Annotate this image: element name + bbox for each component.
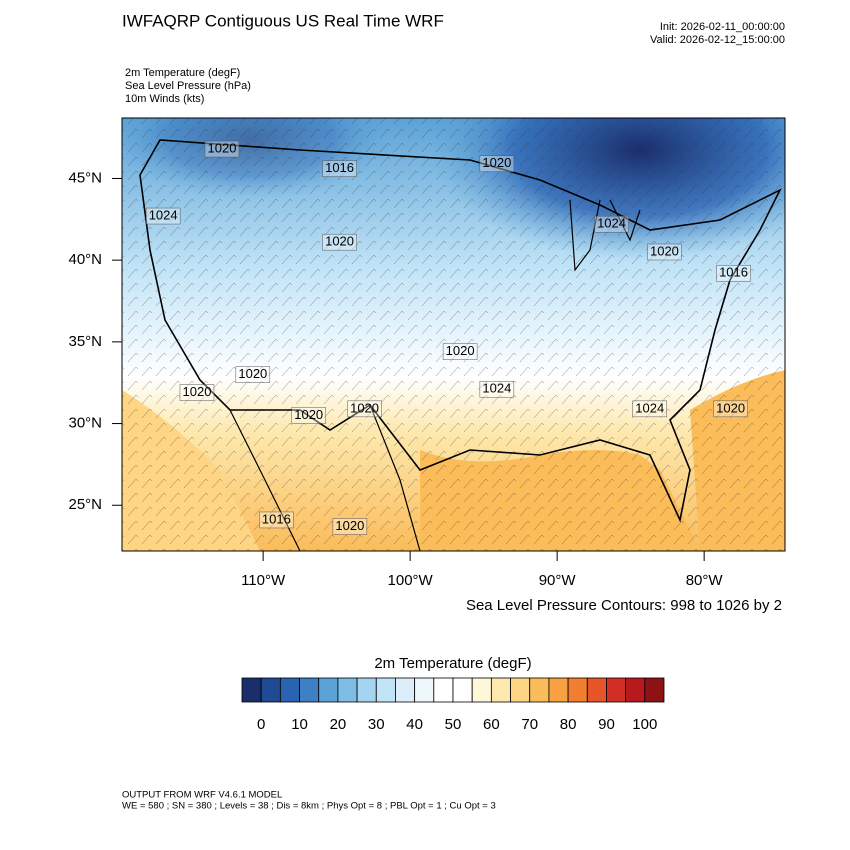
contour-label: 1020 [482,155,511,170]
contour-label-box [179,384,215,401]
x-tick-label: 100°W [388,572,434,589]
contour-note: Sea Level Pressure Contours: 998 to 1026… [466,597,782,614]
contour-label-box [442,343,478,360]
init-time: Init: 2026-02-11_00:00:00 [660,21,785,33]
field-label: 10m Winds (kts) [125,93,204,105]
contour-label: 1020 [335,518,364,533]
colorbar-title: 2m Temperature (degF) [374,655,531,672]
contour-label-box [291,407,326,424]
us-outline [139,139,782,523]
colorbar-box [299,677,320,703]
colorbar-box [241,677,262,703]
contour-label: 1024 [482,381,511,396]
contour-label: 1016 [719,265,748,280]
colorbar-tick-label: 80 [560,716,577,733]
contour-label-box [479,380,515,398]
contour-label-box [204,140,240,158]
contour-label: 1020 [446,343,475,358]
colorbar-box [433,677,454,703]
y-tick-label: 25°N [68,496,102,513]
field-label: Sea Level Pressure (hPa) [125,80,251,92]
colorbar-tick-label: 100 [632,716,657,733]
contour-label: 1020 [350,400,379,415]
colorbar-tick-label: 10 [291,716,308,733]
x-tick-label: 80°W [686,572,724,589]
colorbar-box [337,677,358,703]
colorbar-tick-label: 60 [483,716,500,733]
great-lakes [569,199,641,272]
contour-label: 1024 [635,400,664,415]
colorbar-box [586,677,607,703]
colorbar-tick-label: 70 [521,716,538,733]
map-field [122,118,785,551]
colorbar-tick-label: 20 [330,716,347,733]
contour-label: 1020 [183,384,212,399]
y-tick-label: 40°N [68,251,102,268]
footer-line: OUTPUT FROM WRF V4.6.1 MODEL [122,790,282,801]
wind-barbs [122,118,785,551]
contour-label: 1020 [325,234,354,249]
contour-label-box [347,400,382,418]
contour-label-box [332,518,368,535]
contour-label: 1016 [325,160,354,175]
footer-line: WE = 580 ; SN = 380 ; Levels = 38 ; Dis … [122,801,496,812]
contour-label-box [259,511,294,529]
colorbar-box [529,677,550,703]
mexico-coast [229,404,421,551]
colorbar-box [279,677,300,703]
contour-label-box [632,400,668,418]
contour-label-box [235,366,271,383]
colorbar-tick-label: 30 [368,716,385,733]
colorbar-box [356,677,377,703]
contour-label: 1020 [650,243,679,258]
colorbar-box [260,677,281,703]
colorbar-box [375,677,396,703]
colorbar-box [510,677,531,703]
colorbar-box [414,677,435,703]
colorbar-tick-label: 0 [257,716,265,733]
contour-labels: 1020 1016 1024 1020 1020 1024 1020 1016 1020 1024… [145,140,751,535]
valid-time: Valid: 2026-02-12_15:00:00 [650,34,785,46]
y-tick-label: 45°N [68,169,102,186]
contour-label: 1020 [716,400,745,415]
y-tick-label: 35°N [68,333,102,350]
colorbar-box [490,677,511,703]
field-list: 2m Temperature (degF)Sea Level Pressure … [125,67,251,105]
contour-label-box [594,215,629,233]
contour-label-box [647,243,682,261]
colorbar-box [471,677,492,703]
contour-label-box [713,400,748,418]
contour-label: 1024 [597,216,626,231]
colorbar-box [318,677,339,703]
colorbar-box [625,677,646,703]
colorbar-box [452,677,473,703]
colorbar-tick-label: 40 [406,716,423,733]
colorbar-box [644,677,665,703]
map-frame [121,117,786,552]
colorbar: 0 10 20 30 40 50 60 70 80 90 100 [241,677,665,733]
contour-label: 1020 [238,366,267,381]
contour-label-box [716,264,751,282]
colorbar-box [606,677,627,703]
contour-label-box [145,207,181,225]
contour-label: 1024 [149,207,178,222]
map-axes: 110°W 100°W 90°W 80°W 25°N 30°N 35°N 40°N 45°N [68,169,723,589]
colorbar-box [567,677,588,703]
contour-label: 1020 [294,407,323,422]
y-tick-label: 30°N [68,415,102,432]
x-tick-label: 90°W [539,572,577,589]
contour-label: 1016 [262,511,291,526]
colorbar-tick-label: 50 [445,716,462,733]
contour-label-box [479,155,515,173]
title: IWFAQRP Contiguous US Real Time WRF [122,11,444,30]
colorbar-tick-label: 90 [598,716,615,733]
colorbar-box [548,677,569,703]
x-tick-label: 110°W [241,572,286,589]
contour-label-box [322,160,357,177]
colorbar-box [395,677,416,703]
contour-label-box [322,233,357,251]
contour-label: 1020 [208,140,237,155]
field-label: 2m Temperature (degF) [125,67,240,79]
